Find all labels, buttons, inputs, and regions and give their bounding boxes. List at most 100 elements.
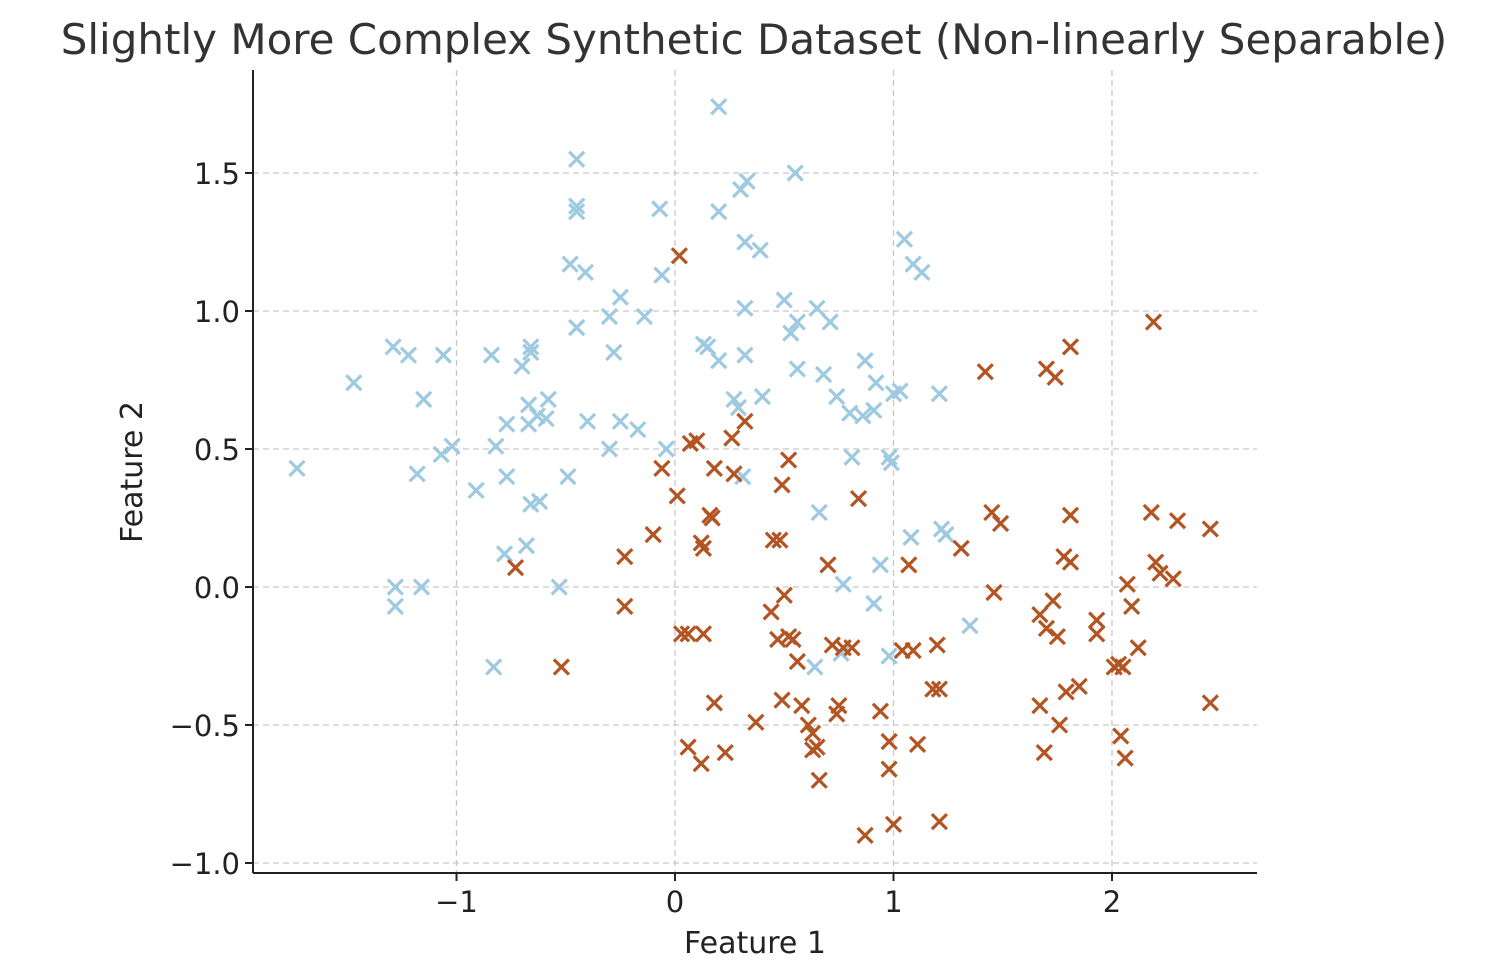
data-point-stroke [705, 694, 723, 712]
data-point-stroke [657, 440, 675, 458]
data-point-stroke [782, 324, 800, 342]
data-point-stroke [729, 398, 747, 417]
data-point [736, 346, 754, 364]
data-point [710, 203, 728, 221]
data-point-stroke [856, 352, 874, 370]
data-point-stroke [810, 503, 828, 522]
data-point-stroke [854, 407, 872, 425]
y-tick-label: −1.0 [170, 847, 240, 881]
data-point [345, 374, 363, 392]
x-axis-label: Feature 1 [684, 926, 826, 961]
data-point-stroke [736, 412, 754, 431]
data-point-stroke [867, 374, 885, 392]
data-point [736, 299, 754, 317]
data-point [880, 647, 898, 665]
data-point [611, 412, 630, 431]
data-point-stroke [913, 263, 931, 281]
data-point-stroke [415, 390, 433, 408]
data-point-stroke [550, 578, 568, 596]
data-point [843, 448, 861, 466]
data-point [976, 363, 994, 381]
data-point [736, 233, 754, 251]
data-point [487, 437, 505, 455]
data-point [1129, 639, 1147, 657]
data-point-stroke [688, 432, 706, 450]
data-point-stroke [716, 743, 734, 762]
data-point [1035, 743, 1053, 762]
data-point-stroke [495, 545, 514, 563]
data-point-stroke [788, 313, 806, 331]
data-point-stroke [482, 346, 501, 364]
data-point-stroke [814, 365, 833, 384]
data-point-stroke [434, 346, 453, 364]
data-point [1164, 570, 1182, 588]
data-point [519, 396, 538, 414]
data-point-stroke [773, 476, 791, 494]
data-point [552, 658, 571, 676]
data-point-stroke [961, 617, 979, 635]
data-point-stroke [605, 343, 623, 362]
data-point [498, 467, 516, 486]
data-point-stroke [736, 346, 754, 364]
data-point [930, 385, 949, 403]
data-point-stroke [616, 597, 634, 615]
data-point [729, 398, 747, 417]
data-point-stroke [1031, 605, 1049, 624]
data-point-stroke [930, 812, 949, 831]
x-tick-label: −1 [435, 885, 478, 919]
data-point-stroke [734, 467, 752, 486]
data-point-stroke [710, 203, 728, 221]
data-point [399, 346, 418, 364]
data-point-stroke [1044, 592, 1062, 610]
data-point-stroke [736, 233, 754, 251]
data-point-stroke [568, 150, 586, 168]
data-point [808, 299, 826, 317]
data-point [930, 812, 949, 831]
data-point [808, 738, 826, 756]
data-point [710, 352, 728, 370]
data-point-stroke [651, 200, 669, 218]
data-point-stroke [747, 713, 765, 731]
data-point-stroke [880, 760, 898, 778]
data-point [983, 503, 1001, 522]
data-point-stroke [723, 429, 741, 447]
data-point-stroke [1031, 697, 1049, 715]
data-point-stroke [384, 338, 402, 356]
data-point [1088, 625, 1106, 643]
data-point [738, 172, 756, 190]
data-point [616, 597, 634, 615]
data-point [568, 203, 586, 221]
data-point [788, 652, 806, 671]
data-point [856, 826, 874, 845]
data-point [779, 451, 798, 469]
data-point [928, 636, 946, 654]
data-point [550, 578, 568, 596]
data-point [788, 360, 806, 378]
data-point [576, 263, 595, 281]
data-point-stroke [386, 597, 404, 615]
data-point-stroke [694, 625, 713, 643]
data-point-stroke [810, 771, 828, 789]
data-point [751, 241, 769, 259]
data-point-stroke [668, 487, 686, 505]
data-point [775, 291, 793, 309]
data-point-stroke [692, 755, 710, 773]
data-point-stroke [775, 586, 793, 604]
data-point-stroke [653, 266, 671, 284]
data-point [705, 459, 723, 477]
data-point-stroke [611, 412, 630, 431]
data-point-stroke [924, 680, 942, 698]
data-point [600, 307, 619, 326]
data-point [723, 429, 741, 447]
data-point [1061, 338, 1080, 356]
data-point-stroke [539, 390, 557, 408]
data-point [1116, 749, 1134, 767]
data-point-stroke [1164, 570, 1182, 588]
data-point [611, 288, 630, 306]
data-point [694, 625, 713, 643]
data-point [1061, 506, 1080, 524]
data-point [924, 680, 942, 698]
chart-title: Slightly More Complex Synthetic Dataset … [61, 15, 1448, 64]
data-point-stroke [1114, 658, 1132, 676]
data-point [725, 390, 743, 408]
